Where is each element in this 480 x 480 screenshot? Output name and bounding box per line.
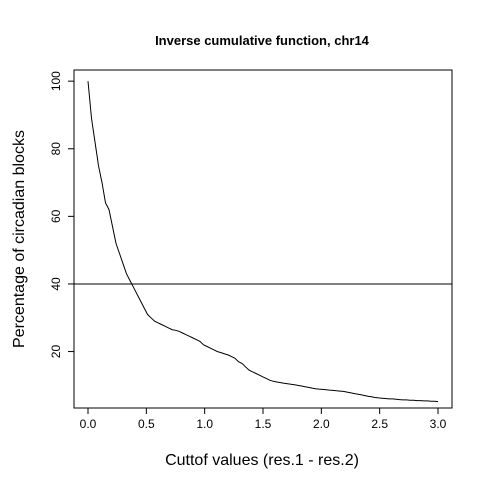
x-tick-label: 1.0 <box>196 417 213 431</box>
x-axis: 0.0 0.5 1.0 1.5 2.0 2.5 3.0 <box>80 407 447 431</box>
x-tick-label: 2.0 <box>313 417 330 431</box>
x-tick-label: 0.0 <box>80 417 97 431</box>
y-axis: 20 40 60 80 100 <box>49 71 75 359</box>
x-tick-label: 1.5 <box>255 417 272 431</box>
x-tick-label: 2.5 <box>371 417 388 431</box>
y-tick-label: 60 <box>49 209 63 223</box>
y-tick-label: 80 <box>49 142 63 156</box>
series-line <box>87 81 439 403</box>
y-tick-label: 40 <box>49 277 63 291</box>
x-tick-label: 0.5 <box>138 417 155 431</box>
x-axis-label: Cuttof values (res.1 - res.2) <box>165 452 359 469</box>
y-tick-label: 20 <box>49 345 63 359</box>
y-axis-label: Percentage of circadian blocks <box>11 130 28 348</box>
chart-title: Inverse cumulative function, chr14 <box>155 33 370 48</box>
y-tick-label: 100 <box>49 71 63 91</box>
x-tick-label: 3.0 <box>430 417 447 431</box>
